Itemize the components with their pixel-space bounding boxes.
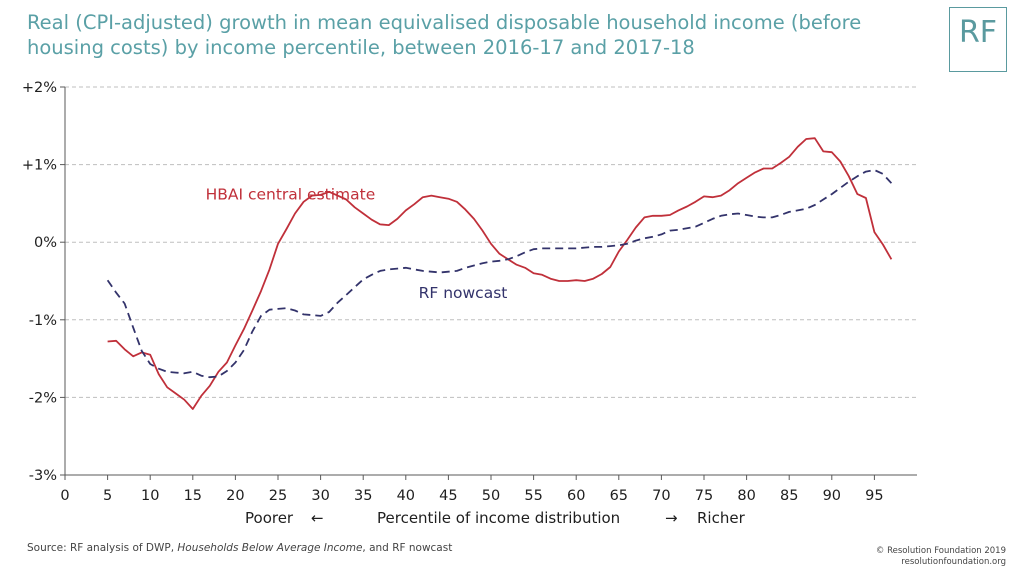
source-publication: Households Below Average Income [177,542,363,554]
x-tick-label: 5 [103,488,112,504]
y-tick-label: +1% [22,158,57,174]
source-prefix: Source: RF analysis of DWP, [27,542,178,554]
x-description-right-arrow: → [665,509,678,527]
nowcast-line [106,169,893,379]
source-note: Source: RF analysis of DWP, Households B… [27,542,452,554]
x-tick-label: 50 [482,488,500,504]
hbai-label: HBAI central estimate [206,186,376,204]
y-tick-label: 0% [34,235,57,251]
x-description-richer: Richer [697,509,745,527]
x-description-left-arrow: ← [311,509,324,527]
x-tick-label: 35 [354,488,372,504]
x-tick-label: 85 [780,488,798,504]
source-suffix: , and RF nowcast [362,542,453,554]
x-tick-label: 75 [695,488,713,504]
series-lines [106,137,893,410]
x-tick-label: 0 [60,488,69,504]
y-tick-label: -1% [29,313,57,329]
x-tick-label: 55 [524,488,542,504]
website: resolutionfoundation.org [901,557,1006,567]
x-description-poorer: Poorer [245,509,294,527]
x-tick-label: 15 [184,488,202,504]
tick-labels: +2% +1% 0% -1% -2% -3%0 5 10 15 20 25 30 35 40 45 50 55 6… [22,80,884,504]
x-tick-label: 45 [439,488,457,504]
x-tick-label: 10 [141,488,159,504]
chart-title: Real (CPI-adjusted) growth in mean equiv… [27,11,862,59]
x-tick-label: 90 [823,488,841,504]
x-tick-label: 60 [567,488,585,504]
x-tick-label: 25 [269,488,287,504]
copyright-line: © Resolution Foundation 2019 [875,546,1006,556]
y-tick-label: -2% [29,390,57,406]
x-axis-title: Percentile of income distribution [377,509,621,527]
x-tick-label: 65 [610,488,628,504]
hbai-line [107,137,893,410]
axes [60,86,917,480]
y-tick-label: -3% [29,468,57,484]
x-tick-label: 80 [737,488,755,504]
copyright: © Resolution Foundation 2019 resolutionf… [876,546,1006,568]
nowcast-label: RF nowcast [419,284,508,302]
grid-lines [65,86,917,398]
y-tick-label: +2% [22,80,57,96]
x-tick-label: 30 [311,488,329,504]
x-tick-label: 70 [652,488,670,504]
x-tick-label: 20 [226,488,244,504]
x-tick-label: 40 [397,488,415,504]
rf-logo: RF [949,7,1007,72]
x-tick-label: 95 [865,488,883,504]
